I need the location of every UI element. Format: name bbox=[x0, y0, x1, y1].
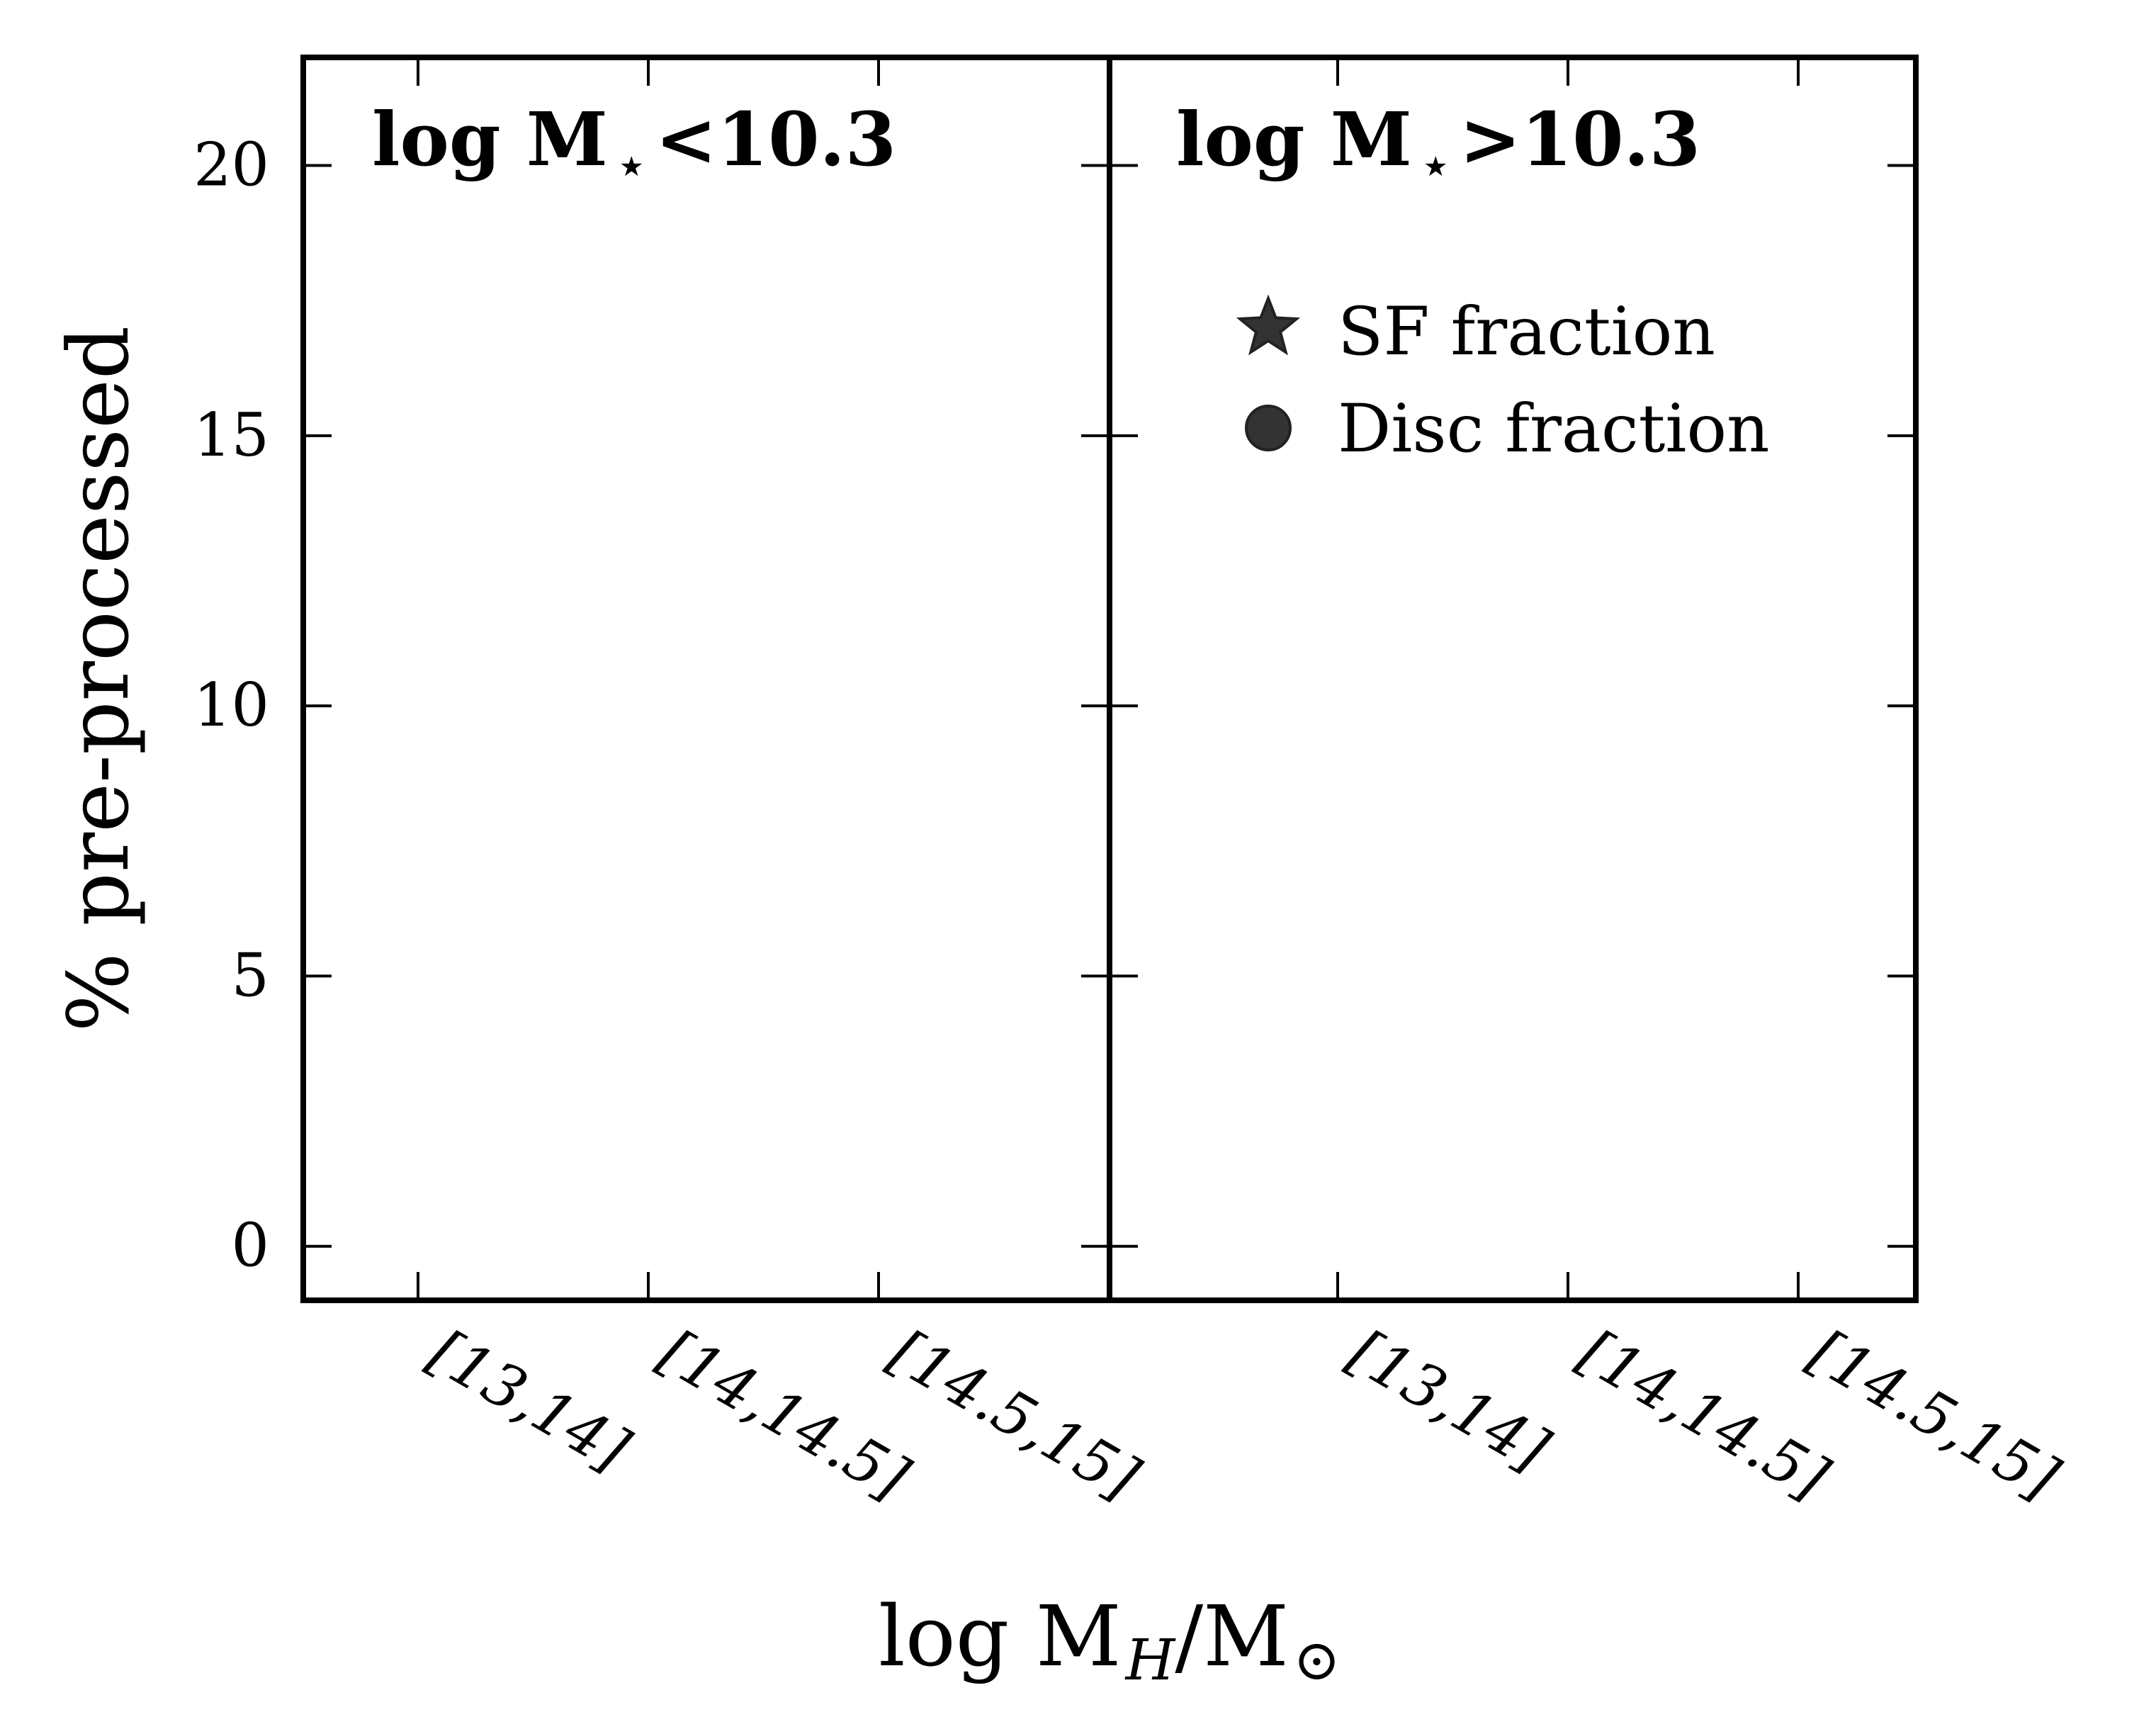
panel-left: 0 5 10 15 20 [13,14] [14,14.5][14.5,15] log M… bbox=[193, 55, 1151, 1514]
panel-right-title: log M ⋆ >10.3 bbox=[1176, 96, 1700, 191]
panel-left-frame bbox=[300, 55, 1112, 1303]
panel-left-yticks: 0 5 10 15 20 bbox=[193, 130, 1110, 1280]
ytick-label: 20 bbox=[193, 130, 269, 200]
x-axis-label: log MH/M⊙ bbox=[879, 1587, 1341, 1693]
legend-star-marker bbox=[1236, 294, 1301, 356]
panel-left-xticks: [13,14] [14,14.5][14.5,15] bbox=[417, 57, 1151, 1514]
panel-right-yticks bbox=[1110, 164, 1916, 1248]
ytick-label: 0 bbox=[232, 1211, 269, 1280]
panel-right: [13,14] [14,14.5][14.5,15] log M ⋆ >10.3 bbox=[1107, 55, 2070, 1514]
ytick-label: 15 bbox=[193, 400, 269, 470]
xtick-label: [13,14] bbox=[1338, 1316, 1560, 1485]
xtick-label: [14.5,15] bbox=[1798, 1316, 2070, 1513]
panel-right-frame bbox=[1107, 55, 1919, 1303]
ytick-label: 5 bbox=[232, 940, 269, 1010]
legend-label-sf-fraction: SF fraction bbox=[1338, 293, 1715, 371]
xtick-label: [14,14.5] bbox=[1568, 1316, 1840, 1513]
legend: SF fraction Disc fraction bbox=[1236, 293, 1770, 468]
legend-circle-marker bbox=[1245, 405, 1292, 451]
panel-right-xticks: [13,14] [14,14.5][14.5,15] bbox=[1336, 57, 2070, 1514]
xtick-label: [14,14.5] bbox=[648, 1316, 920, 1513]
xtick-label: [14.5,15] bbox=[879, 1316, 1151, 1513]
panel-left-title: log M ⋆ <10.3 bbox=[372, 96, 896, 191]
ytick-label: 10 bbox=[193, 670, 269, 740]
legend-label-disc-fraction: Disc fraction bbox=[1338, 390, 1770, 468]
xtick-label: [13,14] bbox=[418, 1316, 640, 1485]
y-axis-label: % pre-processed bbox=[50, 326, 147, 1032]
